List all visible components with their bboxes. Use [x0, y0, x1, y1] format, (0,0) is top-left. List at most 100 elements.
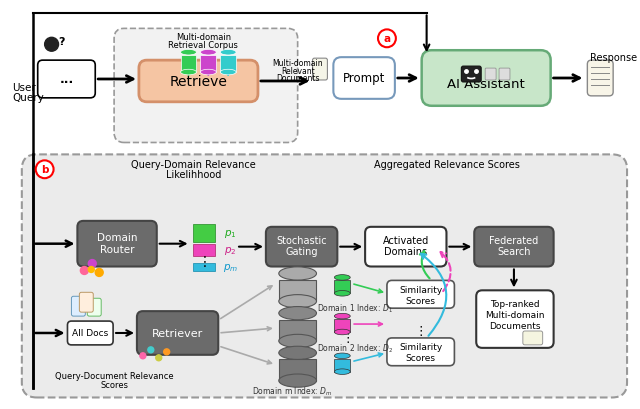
- FancyBboxPatch shape: [485, 69, 496, 81]
- Bar: [279, 360, 317, 381]
- Text: Multi-domain: Multi-domain: [485, 310, 545, 319]
- Text: Scores: Scores: [100, 380, 128, 389]
- Bar: [279, 280, 317, 301]
- Bar: [200, 56, 216, 73]
- Text: Gating: Gating: [285, 246, 318, 256]
- Text: Scores: Scores: [406, 296, 436, 305]
- Text: Stochastic: Stochastic: [276, 235, 327, 245]
- Bar: [193, 224, 215, 242]
- Text: a: a: [383, 34, 390, 44]
- Ellipse shape: [180, 50, 196, 56]
- Circle shape: [88, 267, 94, 273]
- FancyBboxPatch shape: [22, 155, 627, 398]
- Text: Search: Search: [497, 246, 531, 256]
- Bar: [180, 56, 196, 73]
- FancyBboxPatch shape: [387, 338, 454, 366]
- Ellipse shape: [334, 369, 350, 375]
- Text: Multi-domain: Multi-domain: [176, 33, 231, 42]
- Ellipse shape: [279, 374, 317, 387]
- Text: ⋮: ⋮: [198, 254, 211, 268]
- FancyBboxPatch shape: [139, 61, 258, 103]
- Bar: [279, 320, 317, 341]
- Circle shape: [164, 349, 170, 355]
- Ellipse shape: [279, 267, 317, 280]
- Text: Similarity: Similarity: [399, 342, 442, 351]
- FancyBboxPatch shape: [312, 59, 328, 81]
- Bar: [193, 263, 215, 272]
- Circle shape: [95, 269, 103, 277]
- Text: AI Assistant: AI Assistant: [447, 78, 525, 91]
- Text: Scores: Scores: [406, 353, 436, 362]
- FancyBboxPatch shape: [266, 227, 337, 267]
- FancyBboxPatch shape: [77, 221, 157, 267]
- FancyBboxPatch shape: [499, 69, 510, 81]
- Text: b: b: [41, 165, 49, 175]
- Text: Retriever: Retriever: [152, 328, 204, 338]
- FancyBboxPatch shape: [387, 281, 454, 308]
- Ellipse shape: [279, 307, 317, 320]
- Text: Top-ranked: Top-ranked: [490, 299, 540, 308]
- Text: ...: ...: [60, 73, 74, 86]
- Text: Domain: Domain: [97, 232, 138, 242]
- Text: Prompt: Prompt: [343, 72, 385, 85]
- Circle shape: [378, 30, 396, 48]
- Bar: [193, 244, 215, 256]
- Text: Likelihhood: Likelihhood: [166, 170, 221, 180]
- FancyBboxPatch shape: [523, 331, 543, 345]
- Text: Domain 1 Index: $D_1$: Domain 1 Index: $D_1$: [317, 302, 394, 315]
- Ellipse shape: [200, 70, 216, 76]
- Circle shape: [156, 355, 162, 361]
- Text: Documents: Documents: [489, 321, 541, 330]
- Text: Aggregated Relevance Scores: Aggregated Relevance Scores: [374, 160, 520, 170]
- FancyBboxPatch shape: [474, 227, 554, 267]
- Ellipse shape: [334, 275, 350, 281]
- Text: Query-Document Relevance: Query-Document Relevance: [55, 371, 173, 380]
- Ellipse shape: [220, 50, 236, 56]
- Circle shape: [88, 260, 96, 268]
- FancyBboxPatch shape: [588, 61, 613, 97]
- Text: Response: Response: [589, 53, 637, 63]
- Text: Documents: Documents: [276, 74, 319, 83]
- FancyBboxPatch shape: [72, 297, 85, 316]
- Bar: [220, 56, 236, 73]
- Circle shape: [45, 38, 58, 52]
- Text: Retrieve: Retrieve: [170, 75, 227, 89]
- FancyBboxPatch shape: [79, 292, 93, 312]
- FancyBboxPatch shape: [38, 61, 95, 99]
- Circle shape: [140, 353, 146, 359]
- Text: Domains: Domains: [384, 246, 428, 256]
- Text: Router: Router: [100, 244, 134, 254]
- FancyBboxPatch shape: [137, 311, 218, 355]
- Ellipse shape: [279, 346, 317, 360]
- Text: Query: Query: [12, 92, 44, 103]
- Text: $p_m$: $p_m$: [223, 261, 238, 273]
- Text: ⋮: ⋮: [415, 325, 427, 338]
- Circle shape: [148, 347, 154, 353]
- FancyBboxPatch shape: [114, 29, 298, 143]
- FancyBboxPatch shape: [67, 321, 113, 345]
- FancyBboxPatch shape: [476, 291, 554, 348]
- Ellipse shape: [279, 295, 317, 308]
- Text: Query-Domain Relevance: Query-Domain Relevance: [131, 160, 256, 170]
- Ellipse shape: [334, 314, 350, 319]
- FancyBboxPatch shape: [87, 299, 101, 316]
- FancyBboxPatch shape: [365, 227, 447, 267]
- Bar: [334, 319, 350, 332]
- Ellipse shape: [220, 70, 236, 76]
- Text: ?: ?: [58, 37, 65, 47]
- Text: ⋮: ⋮: [341, 332, 353, 345]
- Text: Similarity: Similarity: [399, 285, 442, 294]
- Text: $p_2$: $p_2$: [224, 244, 236, 256]
- Bar: [334, 281, 350, 294]
- Text: All Docs: All Docs: [72, 329, 108, 338]
- Text: Domain 2 Index: $D_2$: Domain 2 Index: $D_2$: [317, 342, 394, 354]
- Ellipse shape: [334, 329, 350, 335]
- FancyBboxPatch shape: [422, 51, 550, 106]
- Text: Multi-domain: Multi-domain: [273, 58, 323, 67]
- Bar: [334, 359, 350, 372]
- Text: Relevant: Relevant: [281, 66, 314, 75]
- FancyBboxPatch shape: [333, 58, 395, 99]
- Circle shape: [36, 161, 54, 179]
- Ellipse shape: [200, 50, 216, 56]
- FancyBboxPatch shape: [461, 67, 481, 83]
